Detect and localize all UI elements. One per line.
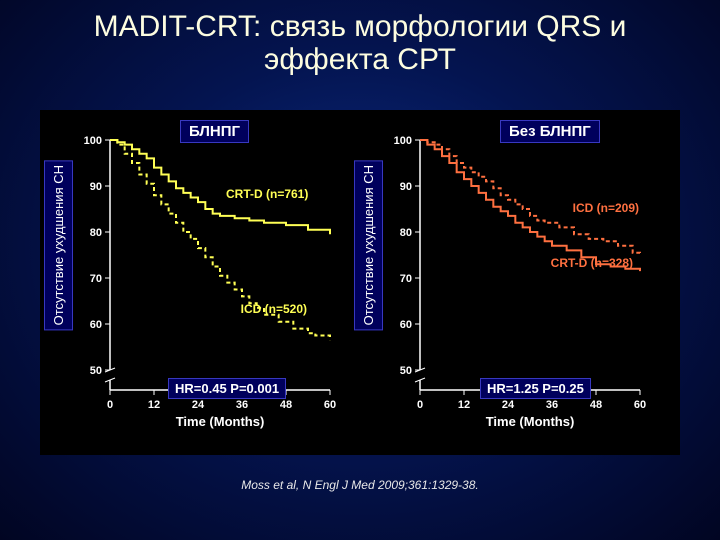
svg-text:12: 12 bbox=[148, 399, 160, 411]
right-hr-text: HR=1.25 P=0.25 bbox=[480, 378, 591, 399]
svg-text:70: 70 bbox=[400, 273, 412, 285]
svg-text:36: 36 bbox=[236, 399, 248, 411]
svg-text:90: 90 bbox=[400, 181, 412, 193]
right-icd-label: ICD (n=209) bbox=[573, 201, 639, 215]
svg-text:Time (Months): Time (Months) bbox=[176, 414, 265, 429]
svg-text:48: 48 bbox=[590, 399, 602, 411]
svg-text:70: 70 bbox=[90, 273, 102, 285]
svg-text:60: 60 bbox=[324, 399, 336, 411]
left-ylabel: Отсутствие ухудшения СН bbox=[44, 160, 73, 330]
svg-text:24: 24 bbox=[192, 399, 205, 411]
svg-text:50: 50 bbox=[400, 365, 412, 377]
svg-text:36: 36 bbox=[546, 399, 558, 411]
left-crt-label: CRT-D (n=761) bbox=[226, 187, 308, 201]
left-icd-label: ICD (n=520) bbox=[241, 302, 307, 316]
svg-text:60: 60 bbox=[400, 319, 412, 331]
svg-text:Time (Months): Time (Months) bbox=[486, 414, 575, 429]
svg-text:60: 60 bbox=[634, 399, 646, 411]
svg-text:100: 100 bbox=[84, 135, 102, 147]
svg-text:50: 50 bbox=[90, 365, 102, 377]
left-panel-title: БЛНПГ bbox=[180, 120, 249, 143]
right-ylabel: Отсутствие ухудшения СН bbox=[354, 160, 383, 330]
title-line1: MADIT-CRT: связь морфологии QRS и bbox=[94, 10, 627, 43]
svg-text:24: 24 bbox=[502, 399, 515, 411]
svg-text:12: 12 bbox=[458, 399, 470, 411]
citation-text: Moss et al, N Engl J Med 2009;361:1329-3… bbox=[0, 478, 720, 492]
svg-text:80: 80 bbox=[400, 227, 412, 239]
svg-text:48: 48 bbox=[280, 399, 292, 411]
svg-text:90: 90 bbox=[90, 181, 102, 193]
right-panel-title: Без БЛНПГ bbox=[500, 120, 600, 143]
svg-text:100: 100 bbox=[394, 135, 412, 147]
svg-text:0: 0 bbox=[417, 399, 423, 411]
title-line2: эффекта СРТ bbox=[264, 43, 456, 76]
right-crt-label: CRT-D (n=328) bbox=[551, 256, 633, 270]
svg-text:80: 80 bbox=[90, 227, 102, 239]
svg-text:60: 60 bbox=[90, 319, 102, 331]
left-hr-text: HR=0.45 P=0.001 bbox=[168, 378, 286, 399]
chart-container: 50 60 70 80 90 100 0 12 24 36 48 60 Time (Months) 50 6… bbox=[40, 110, 680, 455]
slide-title: MADIT-CRT: связь морфологии QRS и эффект… bbox=[0, 0, 720, 76]
svg-text:0: 0 bbox=[107, 399, 113, 411]
